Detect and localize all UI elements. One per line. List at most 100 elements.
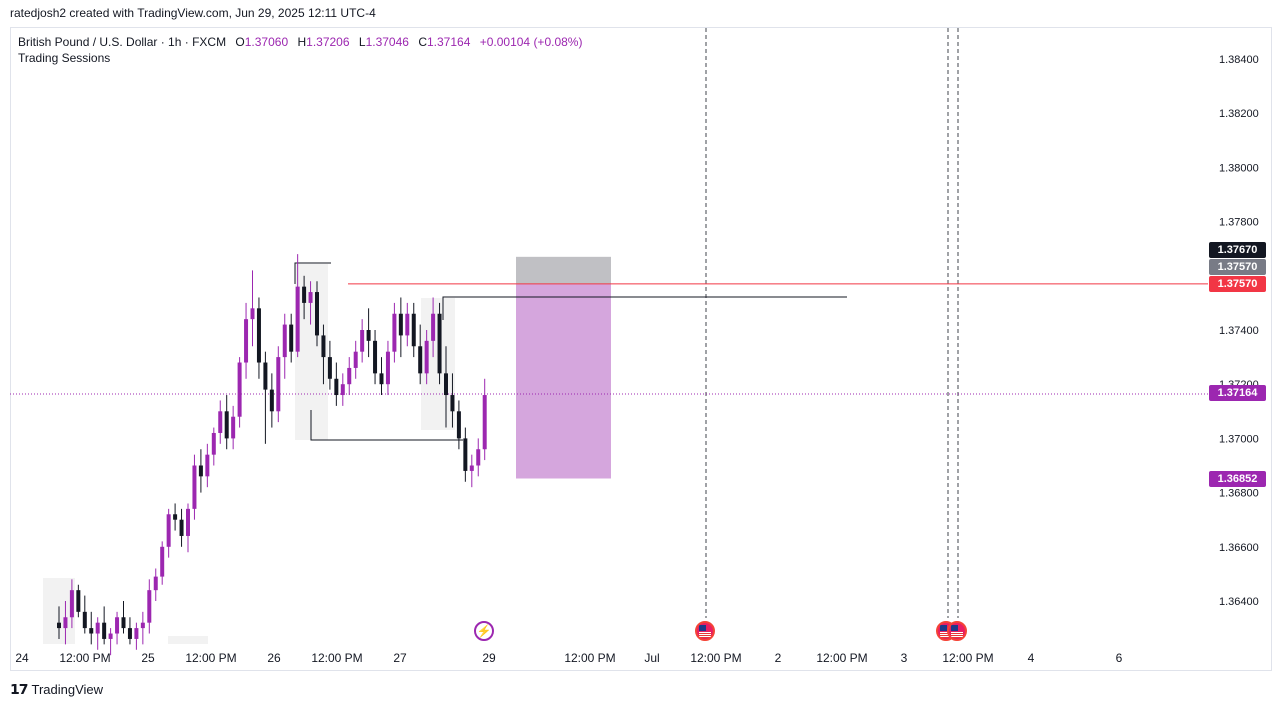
candle — [308, 281, 313, 325]
candle-body — [115, 617, 120, 634]
candle — [398, 297, 403, 358]
candle — [160, 541, 165, 585]
candle — [431, 297, 436, 358]
candle-body — [424, 340, 429, 374]
close-label: C — [418, 35, 427, 49]
candle — [250, 270, 255, 347]
close-value: 1.37164 — [426, 35, 471, 49]
price-tick-label: 1.37800 — [1219, 217, 1259, 229]
us-flag-icon[interactable] — [695, 621, 715, 641]
candle — [218, 400, 223, 444]
candle — [95, 617, 100, 650]
candle — [89, 611, 94, 645]
tradingview-logo-icon: 𝟭𝟳 — [10, 681, 29, 697]
candle-body — [166, 514, 171, 547]
time-tick-label: Jul — [644, 651, 660, 665]
candle — [192, 454, 197, 520]
time-tick-label: 24 — [15, 651, 29, 665]
candle — [366, 308, 371, 358]
candle-body — [289, 324, 294, 352]
candle — [315, 281, 319, 347]
candle — [353, 340, 358, 379]
price-tick-label: 1.36400 — [1219, 596, 1259, 608]
candle-body — [469, 465, 474, 471]
change-value: +0.00104 (+0.08%) — [479, 35, 583, 49]
candle — [482, 378, 487, 461]
candle — [437, 302, 442, 385]
candle-body — [276, 357, 281, 412]
candle-body — [250, 308, 255, 320]
low-value: 1.37046 — [365, 35, 409, 49]
candle — [244, 302, 249, 379]
time-tick-label: 26 — [267, 651, 281, 665]
candle — [302, 275, 307, 320]
high-label: H — [297, 35, 307, 49]
candle-body — [140, 622, 145, 629]
time-tick-label: 12:00 PM — [564, 651, 616, 665]
candle-body — [334, 378, 339, 396]
candle-body — [405, 313, 410, 336]
open-value: 1.37060 — [244, 35, 289, 49]
candle — [269, 373, 274, 428]
publish-info: ratedjosh2 created with TradingView.com,… — [10, 6, 376, 20]
low-label: L — [358, 35, 366, 49]
chart-pane[interactable] — [10, 27, 1272, 671]
last-price-tag: 1.37164 — [1209, 385, 1266, 401]
candle-body — [224, 411, 229, 439]
candle-body — [385, 351, 390, 385]
candle-body — [121, 617, 126, 629]
candle-body — [450, 395, 455, 412]
candle — [424, 330, 429, 385]
candle-body — [76, 590, 81, 612]
candle-body — [437, 313, 442, 374]
candle-body — [360, 330, 365, 352]
candle-body — [263, 362, 268, 390]
time-tick-label: 12:00 PM — [59, 651, 111, 665]
lightning-icon[interactable]: ⚡ — [474, 621, 494, 641]
candle-body — [295, 286, 300, 352]
symbol-legend[interactable]: British Pound / U.S. Dollar · 1h · FXCM … — [18, 34, 582, 51]
candle-body — [256, 308, 261, 363]
price-axis-ticks: 1.384001.382001.380001.378001.374001.372… — [1219, 54, 1259, 608]
candle-body — [211, 432, 216, 455]
high-marker-line — [294, 262, 331, 284]
time-tick-label: 12:00 PM — [942, 651, 994, 665]
price-tick-label: 1.38000 — [1219, 162, 1259, 174]
candle — [450, 373, 455, 428]
candle — [179, 508, 184, 547]
candle — [456, 400, 461, 450]
candle — [327, 340, 332, 390]
entry-price-tag: 1.36852 — [1209, 471, 1266, 487]
candle-body — [160, 546, 165, 577]
candle — [173, 503, 178, 531]
candle-body — [198, 465, 203, 477]
candle-body — [89, 628, 94, 634]
price-tick-label: 1.37000 — [1219, 433, 1259, 445]
price-tick-label: 1.36800 — [1219, 488, 1259, 500]
time-tick-label: 12:00 PM — [690, 651, 742, 665]
us-flag-icon[interactable] — [947, 621, 967, 641]
candle-body — [418, 346, 423, 374]
time-tick-label: 25 — [141, 651, 155, 665]
candle — [102, 606, 107, 645]
stop-zone — [516, 283, 611, 479]
candle-body — [173, 514, 178, 520]
symbol-name[interactable]: British Pound / U.S. Dollar · 1h · FXCM — [18, 35, 227, 49]
indicator-title[interactable]: Trading Sessions — [18, 51, 111, 65]
candle-body — [476, 449, 481, 466]
candle — [82, 595, 87, 634]
time-tick-label: 4 — [1027, 651, 1035, 665]
candle-body — [192, 465, 197, 509]
range-high-line — [442, 296, 847, 320]
candle-body — [482, 395, 487, 450]
candle — [444, 346, 448, 428]
candle — [385, 340, 390, 396]
target-price-tag: 1.37670 — [1209, 242, 1266, 258]
candle — [347, 357, 352, 396]
time-tick-label: 27 — [393, 651, 407, 665]
tradingview-footer[interactable]: 𝟭𝟳 TradingView — [10, 681, 103, 698]
candle-body — [218, 411, 223, 433]
price-tick-label: 1.37400 — [1219, 325, 1259, 337]
candle — [256, 297, 261, 379]
